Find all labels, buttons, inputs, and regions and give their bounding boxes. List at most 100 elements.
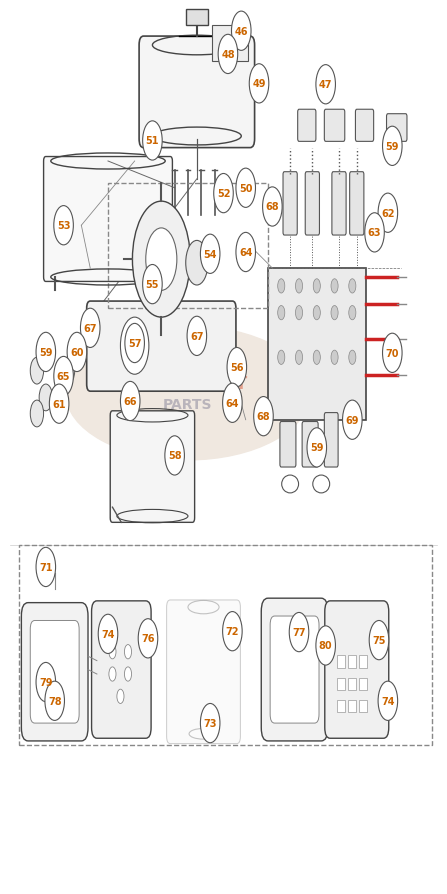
Circle shape xyxy=(227,348,247,387)
Circle shape xyxy=(39,384,52,411)
Circle shape xyxy=(132,202,190,317)
Circle shape xyxy=(200,704,220,743)
FancyBboxPatch shape xyxy=(44,157,173,283)
Circle shape xyxy=(125,324,144,363)
FancyBboxPatch shape xyxy=(350,173,364,236)
Text: 70: 70 xyxy=(386,349,399,358)
Text: 59: 59 xyxy=(386,141,399,152)
Circle shape xyxy=(124,645,131,659)
Circle shape xyxy=(165,436,185,476)
Circle shape xyxy=(278,280,285,294)
FancyBboxPatch shape xyxy=(332,173,346,236)
Circle shape xyxy=(80,308,100,348)
FancyBboxPatch shape xyxy=(348,655,356,668)
Text: 61: 61 xyxy=(52,400,66,409)
Text: 69: 69 xyxy=(346,416,359,426)
Circle shape xyxy=(313,350,320,365)
FancyBboxPatch shape xyxy=(337,678,345,690)
Text: 60: 60 xyxy=(70,348,84,358)
Circle shape xyxy=(98,614,118,654)
FancyBboxPatch shape xyxy=(261,598,328,741)
FancyBboxPatch shape xyxy=(186,11,208,26)
Circle shape xyxy=(331,350,338,365)
Text: 63: 63 xyxy=(368,228,381,238)
FancyBboxPatch shape xyxy=(305,173,320,236)
Circle shape xyxy=(307,428,327,468)
Circle shape xyxy=(278,306,285,320)
FancyBboxPatch shape xyxy=(348,678,356,690)
FancyBboxPatch shape xyxy=(92,601,151,738)
Ellipse shape xyxy=(66,326,310,460)
Text: 59: 59 xyxy=(310,443,324,453)
FancyBboxPatch shape xyxy=(283,173,297,236)
Circle shape xyxy=(369,620,389,660)
Text: 67: 67 xyxy=(84,324,97,333)
Text: 68: 68 xyxy=(257,412,270,422)
Circle shape xyxy=(186,241,208,286)
Circle shape xyxy=(30,358,44,384)
Text: 72: 72 xyxy=(226,627,239,637)
FancyBboxPatch shape xyxy=(21,603,88,741)
Circle shape xyxy=(120,382,140,421)
Text: 74: 74 xyxy=(101,629,115,639)
FancyBboxPatch shape xyxy=(325,601,389,738)
Circle shape xyxy=(342,401,362,440)
Text: 62: 62 xyxy=(381,208,395,218)
Circle shape xyxy=(30,401,44,427)
Circle shape xyxy=(331,280,338,294)
FancyBboxPatch shape xyxy=(359,700,367,713)
Text: 78: 78 xyxy=(48,696,62,706)
Circle shape xyxy=(54,207,73,246)
Circle shape xyxy=(349,306,356,320)
Circle shape xyxy=(54,357,73,396)
Circle shape xyxy=(36,548,55,587)
Circle shape xyxy=(143,122,162,161)
Text: 71: 71 xyxy=(39,562,53,572)
Circle shape xyxy=(383,333,402,373)
Circle shape xyxy=(349,350,356,365)
Circle shape xyxy=(378,681,398,721)
Circle shape xyxy=(236,233,256,273)
FancyBboxPatch shape xyxy=(359,655,367,668)
Circle shape xyxy=(117,689,124,704)
Circle shape xyxy=(36,662,55,702)
Circle shape xyxy=(316,65,335,105)
Text: 50: 50 xyxy=(239,183,253,193)
Circle shape xyxy=(109,667,116,681)
Circle shape xyxy=(200,235,220,274)
Circle shape xyxy=(143,266,162,304)
Circle shape xyxy=(61,358,75,384)
Circle shape xyxy=(295,306,303,320)
Circle shape xyxy=(138,619,158,658)
Text: 76: 76 xyxy=(141,634,155,644)
Text: 53: 53 xyxy=(57,221,70,231)
FancyBboxPatch shape xyxy=(110,411,194,523)
Text: 58: 58 xyxy=(168,451,181,461)
Circle shape xyxy=(254,397,273,436)
FancyBboxPatch shape xyxy=(337,655,345,668)
Circle shape xyxy=(223,384,242,423)
Text: 57: 57 xyxy=(128,339,141,349)
Circle shape xyxy=(49,384,69,424)
Text: EQUIPMENT: EQUIPMENT xyxy=(128,374,248,392)
Circle shape xyxy=(313,280,320,294)
Circle shape xyxy=(218,35,238,74)
Circle shape xyxy=(295,280,303,294)
FancyBboxPatch shape xyxy=(355,110,374,142)
FancyBboxPatch shape xyxy=(337,700,345,713)
FancyBboxPatch shape xyxy=(30,620,79,723)
FancyBboxPatch shape xyxy=(270,616,319,723)
Circle shape xyxy=(278,350,285,365)
Text: 80: 80 xyxy=(319,641,333,651)
Circle shape xyxy=(45,681,64,721)
FancyBboxPatch shape xyxy=(302,422,318,468)
FancyBboxPatch shape xyxy=(325,110,345,142)
Circle shape xyxy=(124,667,131,681)
Text: 56: 56 xyxy=(230,363,244,373)
Text: 64: 64 xyxy=(239,248,253,257)
Text: 55: 55 xyxy=(146,280,159,290)
FancyBboxPatch shape xyxy=(348,700,356,713)
Circle shape xyxy=(295,350,303,365)
Text: 64: 64 xyxy=(226,399,239,409)
Circle shape xyxy=(120,317,149,375)
